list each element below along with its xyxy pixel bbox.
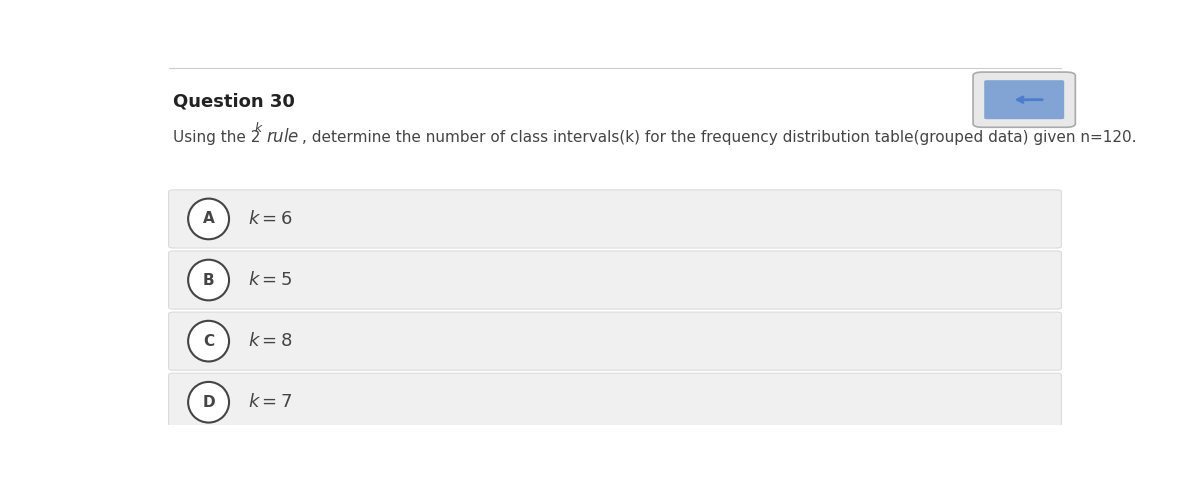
Text: $k=5$: $k=5$ [247,271,292,289]
FancyBboxPatch shape [984,80,1064,119]
FancyBboxPatch shape [168,312,1062,370]
FancyBboxPatch shape [973,72,1075,127]
Text: $\it{rule}$: $\it{rule}$ [265,128,299,146]
Ellipse shape [188,321,229,361]
Text: Question 30: Question 30 [173,92,295,110]
FancyBboxPatch shape [168,190,1062,248]
Text: B: B [203,272,215,288]
FancyBboxPatch shape [168,373,1062,431]
FancyBboxPatch shape [168,251,1062,309]
Text: $k$: $k$ [253,121,263,135]
Text: , determine the number of class intervals(k) for the frequency distribution tabl: , determine the number of class interval… [301,130,1136,145]
Ellipse shape [188,382,229,423]
Text: $k=8$: $k=8$ [247,332,293,350]
Text: A: A [203,211,215,227]
Text: $k=6$: $k=6$ [247,210,293,228]
Text: C: C [203,334,214,348]
Text: D: D [203,395,215,410]
Text: $k=7$: $k=7$ [247,393,292,411]
Text: Using the 2: Using the 2 [173,130,260,145]
Ellipse shape [188,260,229,300]
Ellipse shape [188,199,229,239]
